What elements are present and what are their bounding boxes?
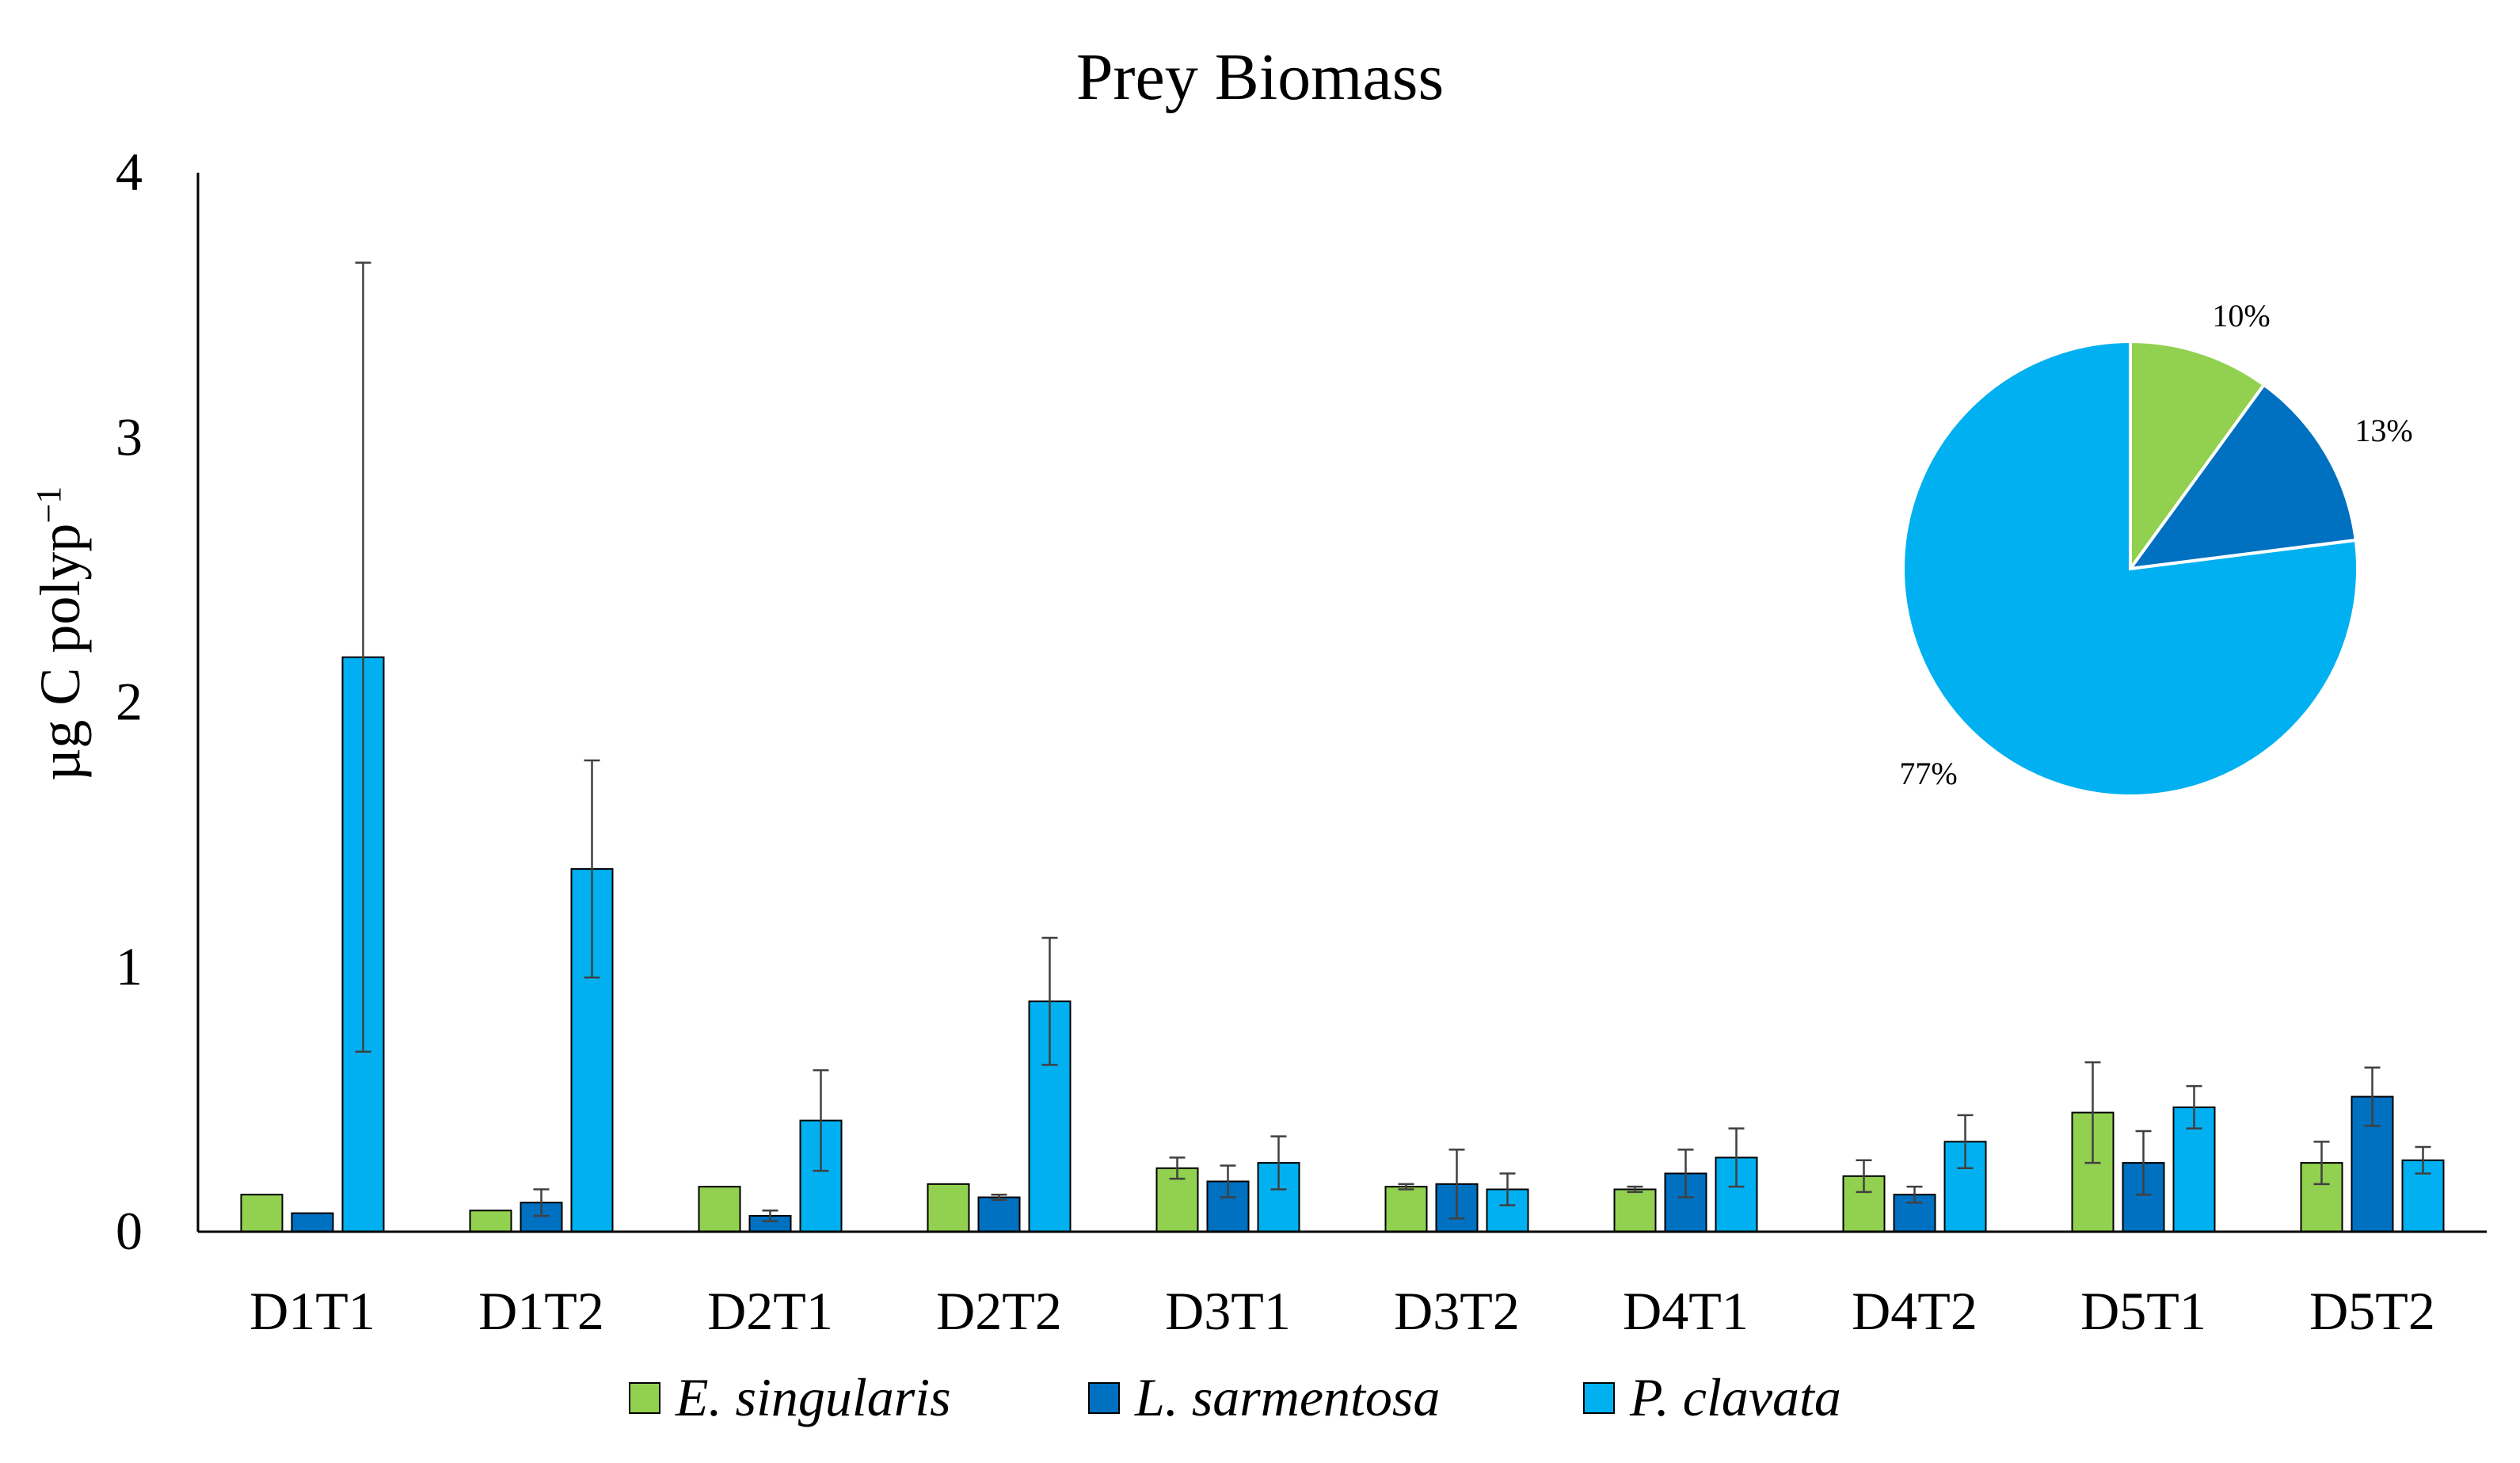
legend-label: L. sarmentosa: [1134, 1367, 1440, 1427]
y-axis-ticks: 0 1 2 3 4: [116, 142, 143, 1261]
y-axis-label-superscript: −1: [29, 486, 68, 524]
y-tick-label: 0: [116, 1201, 143, 1261]
y-tick-label: 4: [116, 142, 143, 202]
y-tick-label: 2: [116, 672, 143, 732]
bar: [1384, 1186, 1428, 1233]
bar-plot-area: [240, 261, 2445, 1233]
legend-label: E. singularis: [675, 1367, 951, 1427]
x-tick-label: D5T1: [2080, 1281, 2206, 1341]
pie-inset: 10% 13% 77%: [1899, 298, 2413, 798]
pie-slice: [2129, 339, 2267, 574]
bar: [698, 1186, 741, 1233]
y-axis-label-main: µg C polyp: [29, 524, 92, 782]
bar: [1613, 1188, 1657, 1233]
x-tick-label: D1T1: [249, 1281, 375, 1341]
pie-slice: [2126, 383, 2358, 571]
pie-slice: [1901, 339, 2359, 798]
x-tick-label: D1T2: [478, 1281, 604, 1341]
bar: [240, 1194, 284, 1233]
x-tick-label: D3T2: [1394, 1281, 1520, 1341]
x-tick-label: D2T2: [936, 1281, 1062, 1341]
legend-swatch: [1088, 1382, 1120, 1414]
bar: [927, 1183, 970, 1233]
y-tick-label: 3: [116, 406, 143, 467]
x-tick-label: D5T2: [2309, 1281, 2435, 1341]
y-axis-label-text: µg C polyp−1: [29, 486, 92, 781]
y-axis-label: µg C polyp−1: [29, 486, 92, 781]
chart-title: Prey Biomass: [1076, 40, 1444, 114]
pie-value-label: 13%: [2354, 413, 2412, 448]
bar: [291, 1212, 334, 1233]
bar: [2351, 1095, 2394, 1233]
axes: [196, 173, 2487, 1233]
legend-swatch: [1583, 1382, 1615, 1414]
category-labels: D1T1 D1T2 D2T1 D2T2 D3T1 D3T2 D4T1 D4T2 D5T1 D5T2: [249, 1281, 2435, 1341]
legend-label: P. clavata: [1629, 1367, 1841, 1427]
x-tick-label: D4T1: [1623, 1281, 1749, 1341]
x-tick-label: D2T1: [707, 1281, 833, 1341]
pie-value-label: 10%: [2212, 298, 2270, 333]
legend: E. singularis L. sarmentosa P. clavata: [629, 1367, 1841, 1427]
x-tick-label: D3T1: [1165, 1281, 1291, 1341]
bar: [469, 1210, 512, 1233]
bar: [977, 1196, 1021, 1233]
pie-value-label: 77%: [1899, 756, 1957, 791]
legend-swatch: [629, 1382, 660, 1414]
y-tick-label: 1: [116, 936, 143, 996]
x-tick-label: D4T2: [1852, 1281, 1978, 1341]
